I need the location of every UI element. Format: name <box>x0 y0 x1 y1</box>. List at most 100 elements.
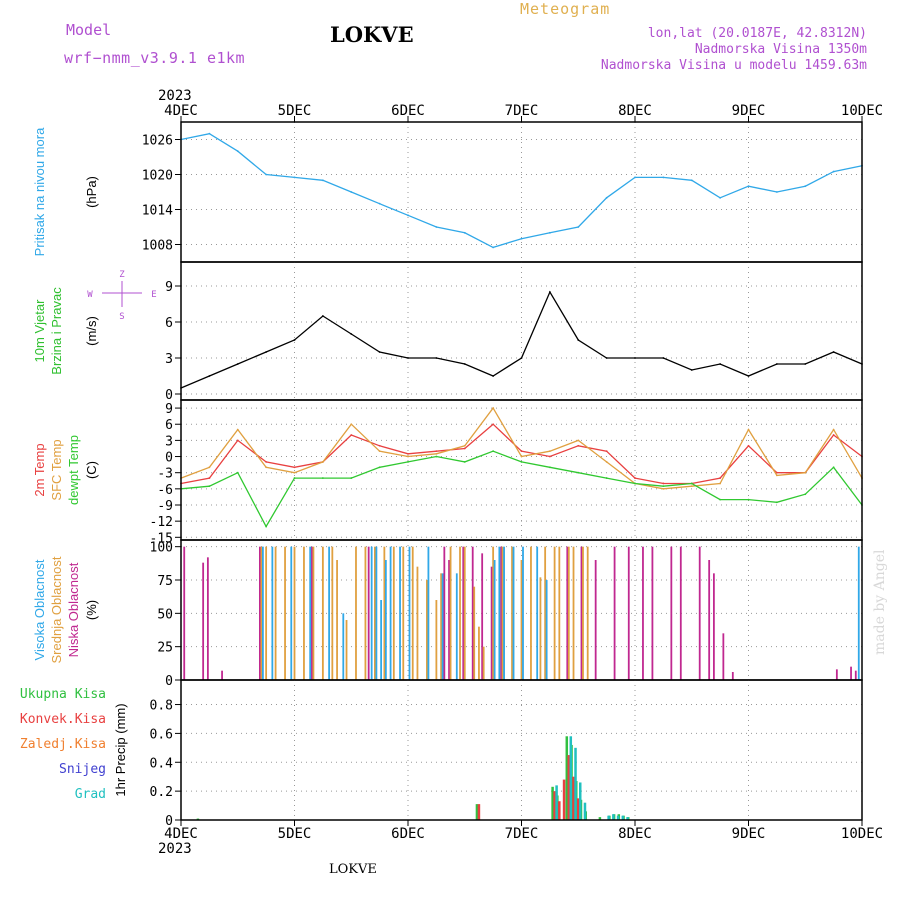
pressure-point <box>293 176 296 179</box>
mid_cloud-bar <box>265 546 268 680</box>
mid_cloud-bar <box>312 546 315 680</box>
y-tick-label: 1020 <box>142 169 173 184</box>
wind_speed-point <box>662 357 665 359</box>
high_cloud-bar <box>261 546 264 680</box>
y-tick-label: 1026 <box>142 134 173 149</box>
t2m-point <box>208 477 211 479</box>
wind_speed-point <box>577 339 580 341</box>
pressure-point <box>832 170 835 173</box>
dewpt-point <box>662 485 665 488</box>
pressure-point <box>435 226 438 228</box>
mid_cloud-bar <box>426 580 428 680</box>
model-name: wrf−nmm_v3.9.1 e1km <box>64 49 246 67</box>
wind_speed-point <box>208 375 211 377</box>
high_cloud-bar <box>455 573 458 680</box>
high_cloud-bar <box>857 546 860 680</box>
graupel-bar <box>616 815 620 820</box>
high_cloud-bar <box>503 546 505 680</box>
low_cloud-bar <box>367 546 370 680</box>
high_cloud-bar <box>536 546 539 680</box>
t2m-point <box>378 444 381 447</box>
t2m-point <box>463 447 466 450</box>
high_cloud-bar <box>380 600 383 680</box>
t2m-point <box>605 450 608 453</box>
elevation-label: Nadmorska Visina 1350m <box>694 42 867 57</box>
sfc-point <box>265 466 268 469</box>
x-tick-label: 8DEC <box>618 103 652 119</box>
y-axis-label: SFC Temp <box>49 439 64 500</box>
mid_cloud-bar <box>478 626 480 680</box>
pressure-point <box>634 176 636 179</box>
t2m-point <box>435 450 438 453</box>
high_cloud-bar <box>512 546 515 680</box>
dewpt-point <box>775 501 778 504</box>
year-label: 2023 <box>158 88 192 104</box>
pressure-point <box>350 191 353 193</box>
mid_cloud-bar <box>572 546 575 680</box>
t2m-point <box>520 450 523 453</box>
sfc-point <box>662 487 665 490</box>
mid_cloud-bar <box>303 546 305 680</box>
pressure-line <box>180 133 863 249</box>
low_cloud-bar <box>722 633 725 680</box>
dewpt-point <box>719 498 722 501</box>
mid_cloud-bar <box>364 546 367 680</box>
pressure-point <box>492 246 495 249</box>
y-axis-label: (m/s) <box>84 316 99 346</box>
x-tick-label: 5DEC <box>278 826 312 842</box>
dewpt-point <box>208 485 211 488</box>
y-axis-label: (C) <box>84 461 99 479</box>
mid_cloud-bar <box>411 546 414 680</box>
mid_cloud-bar <box>482 646 485 680</box>
dewpt-point <box>321 477 324 479</box>
sfc-point <box>690 485 693 488</box>
t2m-point <box>236 439 239 442</box>
low_cloud-bar <box>670 546 673 680</box>
high_cloud-bar <box>493 560 496 680</box>
low_cloud-bar <box>698 546 701 680</box>
dewpt-point <box>832 466 835 469</box>
t2m-point <box>548 455 551 458</box>
graupel-bar <box>569 736 573 820</box>
mid_cloud-bar <box>459 546 461 680</box>
legend-item: Ukupna Kisa <box>20 687 106 702</box>
pressure-point <box>690 179 693 182</box>
x-tick-label: 10DEC <box>841 103 883 119</box>
t2m-line <box>180 423 863 485</box>
legend-item: Snijeg <box>59 762 106 777</box>
sfc-point <box>435 452 438 455</box>
sfc-point <box>775 474 778 477</box>
y-axis-label: (%) <box>84 600 99 620</box>
mid_cloud-bar <box>501 546 504 680</box>
y-axis-label: Brzina i Pravac <box>49 287 64 375</box>
mid_cloud-bar <box>435 600 438 680</box>
y-tick-label: 0 <box>165 388 173 403</box>
dewpt-point <box>548 466 551 469</box>
t2m-point <box>577 444 580 447</box>
wind_speed-point <box>321 315 324 317</box>
t2m-point <box>775 471 778 474</box>
mid_cloud-bar <box>284 546 286 680</box>
wind_speed-point <box>520 357 523 359</box>
high_cloud-bar <box>370 546 373 680</box>
y-tick-label: -15 <box>150 531 173 546</box>
high_cloud-bar <box>545 580 548 680</box>
mid_cloud-bar <box>553 546 556 680</box>
low_cloud-bar <box>183 546 186 680</box>
pressure-point <box>321 179 324 182</box>
sfc-point <box>548 450 551 453</box>
mid_cloud-bar <box>492 546 495 680</box>
t2m-point <box>832 434 835 436</box>
footer-station: LOKVE <box>329 862 377 877</box>
wind_speed-line <box>180 290 863 389</box>
low_cloud-bar <box>258 546 261 680</box>
mid_cloud-bar <box>520 560 523 680</box>
coords-label: lon,lat (20.0187E, 42.8312N) <box>647 26 867 41</box>
wind_speed-point <box>634 357 636 359</box>
graupel-bar <box>574 747 577 820</box>
y-tick-label: 9 <box>165 402 173 417</box>
low_cloud-bar <box>651 546 654 680</box>
sfc-point <box>832 428 835 431</box>
graupel-bar <box>626 817 629 820</box>
